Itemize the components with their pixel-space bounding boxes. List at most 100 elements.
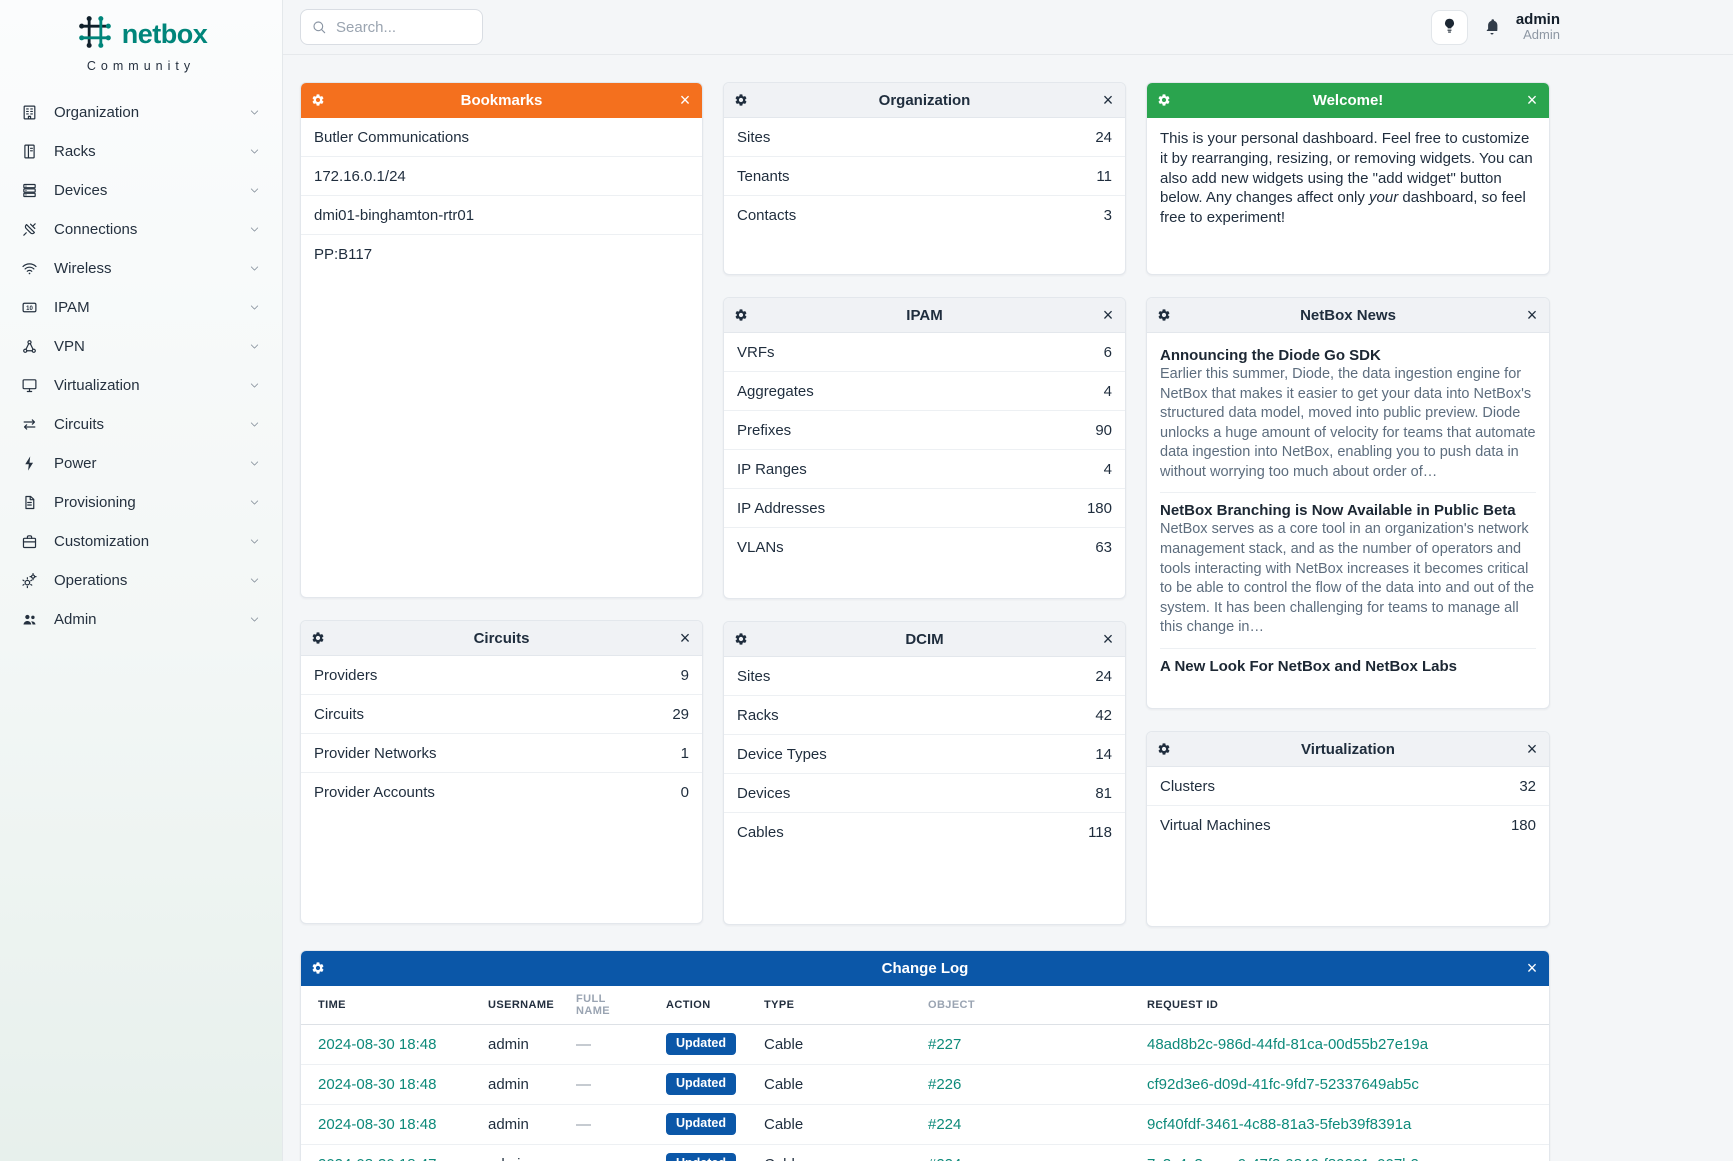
lightning-bolt-icon xyxy=(21,455,38,472)
widget-config-gear-icon[interactable] xyxy=(724,83,758,117)
stat-value: 0 xyxy=(680,784,689,801)
changelog-object-link[interactable]: #224 xyxy=(928,1115,962,1133)
stat-link[interactable]: Providers xyxy=(314,666,378,684)
stat-row: Tenants 11 xyxy=(724,157,1125,196)
stat-link[interactable]: Sites xyxy=(737,667,771,685)
action-badge: Updated xyxy=(666,1113,736,1135)
column-header-time[interactable]: TIME xyxy=(301,986,471,1025)
widget-close-icon[interactable]: × xyxy=(1091,83,1125,117)
stat-link[interactable]: Virtual Machines xyxy=(1160,817,1271,834)
sidebar-item-customization[interactable]: Customization xyxy=(0,522,282,561)
sidebar-item-racks[interactable]: Racks xyxy=(0,132,282,171)
action-badge: Updated xyxy=(666,1033,736,1055)
sidebar-item-operations[interactable]: Operations xyxy=(0,561,282,600)
changelog-request-id-link[interactable]: 7c3c4c3c-ccc9-47f2-9846-f89201c007b2 xyxy=(1147,1156,1419,1161)
sidebar-item-admin[interactable]: Admin xyxy=(0,600,282,639)
changelog-full-name: — xyxy=(576,1115,591,1133)
changelog-time-link[interactable]: 2024-08-30 18:47 xyxy=(318,1156,436,1161)
rack-icon xyxy=(21,143,38,160)
stat-link[interactable]: Devices xyxy=(737,784,791,802)
column-header-action[interactable]: ACTION xyxy=(649,986,747,1025)
brand[interactable]: netbox Community xyxy=(0,0,282,73)
news-article: NetBox Branching is Now Available in Pub… xyxy=(1160,493,1536,649)
search-input[interactable] xyxy=(300,9,483,45)
widget-config-gear-icon[interactable] xyxy=(724,298,758,332)
stat-link[interactable]: Provider Accounts xyxy=(314,784,435,801)
widget-config-gear-icon[interactable] xyxy=(301,951,335,985)
stat-link[interactable]: VRFs xyxy=(737,343,775,361)
stat-link[interactable]: Provider Networks xyxy=(314,744,437,762)
sidebar-item-provisioning[interactable]: Provisioning xyxy=(0,483,282,522)
bookmark-link[interactable]: Butler Communications xyxy=(314,128,470,146)
news-article-link[interactable]: Announcing the Diode Go SDK xyxy=(1160,347,1381,364)
news-article-link[interactable]: A New Look For NetBox and NetBox Labs xyxy=(1160,657,1457,675)
stat-link[interactable]: Tenants xyxy=(737,167,790,185)
widget-close-icon[interactable]: × xyxy=(1515,951,1549,985)
changelog-object-link[interactable]: #227 xyxy=(928,1035,962,1053)
column-header-request-id[interactable]: REQUEST ID xyxy=(1130,986,1549,1025)
sidebar-item-ipam[interactable]: 10 IPAM xyxy=(0,288,282,327)
widget-close-icon[interactable]: × xyxy=(1515,83,1549,117)
changelog-request-id-link[interactable]: cf92d3e6-d09d-41fc-9fd7-52337649ab5c xyxy=(1147,1075,1419,1093)
stat-link[interactable]: Circuits xyxy=(314,705,365,723)
widget-close-icon[interactable]: × xyxy=(668,83,702,117)
wifi-icon xyxy=(21,260,38,277)
stat-link[interactable]: Prefixes xyxy=(737,421,792,439)
sidebar-item-circuits[interactable]: Circuits xyxy=(0,405,282,444)
action-badge: Updated xyxy=(666,1073,736,1095)
widget-close-icon[interactable]: × xyxy=(1091,298,1125,332)
stat-value: 6 xyxy=(1103,343,1112,361)
stat-row: Sites 24 xyxy=(724,657,1125,696)
widget-config-gear-icon[interactable] xyxy=(724,622,758,656)
bookmark-link[interactable]: PP:B117 xyxy=(314,246,373,263)
chevron-down-icon xyxy=(249,380,260,391)
stat-link[interactable]: Racks xyxy=(737,706,779,724)
user-menu[interactable]: admin Admin xyxy=(1516,11,1560,43)
stat-link[interactable]: VLANs xyxy=(737,539,784,556)
sidebar-item-wireless[interactable]: Wireless xyxy=(0,249,282,288)
action-badge: Updated xyxy=(666,1153,736,1161)
bookmark-link[interactable]: dmi01-binghamton-rtr01 xyxy=(314,206,475,224)
brand-tagline: Community xyxy=(86,59,196,73)
changelog-object-link[interactable]: #226 xyxy=(928,1075,962,1093)
widget-config-gear-icon[interactable] xyxy=(1147,732,1181,766)
stat-value: 118 xyxy=(1088,824,1112,841)
widget-config-gear-icon[interactable] xyxy=(301,621,335,655)
widget-close-icon[interactable]: × xyxy=(668,621,702,655)
widget-close-icon[interactable]: × xyxy=(1091,622,1125,656)
sidebar-item-power[interactable]: Power xyxy=(0,444,282,483)
stat-link[interactable]: Sites xyxy=(737,128,771,146)
column-header-username[interactable]: USERNAME xyxy=(471,986,559,1025)
notifications-bell-icon[interactable] xyxy=(1483,18,1501,36)
changelog-time-link[interactable]: 2024-08-30 18:48 xyxy=(318,1035,437,1053)
sidebar-item-organization[interactable]: Organization xyxy=(0,93,282,132)
sidebar-item-vpn[interactable]: VPN xyxy=(0,327,282,366)
stat-link[interactable]: Clusters xyxy=(1160,777,1216,795)
theme-toggle-button[interactable] xyxy=(1430,9,1468,45)
stat-link[interactable]: IP Addresses xyxy=(737,499,826,517)
sidebar-item-devices[interactable]: Devices xyxy=(0,171,282,210)
widget-config-gear-icon[interactable] xyxy=(301,83,335,117)
news-article-summary: NetBox serves as a core tool in an organ… xyxy=(1160,521,1535,636)
column-header-type[interactable]: TYPE xyxy=(747,986,911,1025)
widget-close-icon[interactable]: × xyxy=(1515,298,1549,332)
changelog-object-link[interactable]: #224 xyxy=(928,1156,961,1161)
table-row: 2024-08-30 18:48 admin — Updated Cable #… xyxy=(301,1064,1549,1105)
changelog-time-link[interactable]: 2024-08-30 18:48 xyxy=(318,1075,437,1093)
stat-link[interactable]: Aggregates xyxy=(737,382,814,400)
changelog-request-id-link[interactable]: 9cf40fdf-3461-4c88-81a3-5feb39f8391a xyxy=(1147,1115,1412,1133)
bookmark-link[interactable]: 172.16.0.1/24 xyxy=(314,167,406,185)
stat-link[interactable]: IP Ranges xyxy=(737,460,807,478)
organization-widget: Organization × Sites 24 Tenants 11 Contact… xyxy=(723,82,1126,275)
sidebar-item-connections[interactable]: Connections xyxy=(0,210,282,249)
changelog-time-link[interactable]: 2024-08-30 18:48 xyxy=(318,1115,437,1133)
stat-link[interactable]: Device Types xyxy=(737,745,827,763)
stat-link[interactable]: Contacts xyxy=(737,207,797,224)
changelog-request-id-link[interactable]: 48ad8b2c-986d-44fd-81ca-00d55b27e19a xyxy=(1147,1035,1429,1053)
widget-config-gear-icon[interactable] xyxy=(1147,298,1181,332)
news-article-link[interactable]: NetBox Branching is Now Available in Pub… xyxy=(1160,502,1516,520)
widget-close-icon[interactable]: × xyxy=(1515,732,1549,766)
sidebar-item-virtualization[interactable]: Virtualization xyxy=(0,366,282,405)
stat-link[interactable]: Cables xyxy=(737,824,784,841)
widget-config-gear-icon[interactable] xyxy=(1147,83,1181,117)
